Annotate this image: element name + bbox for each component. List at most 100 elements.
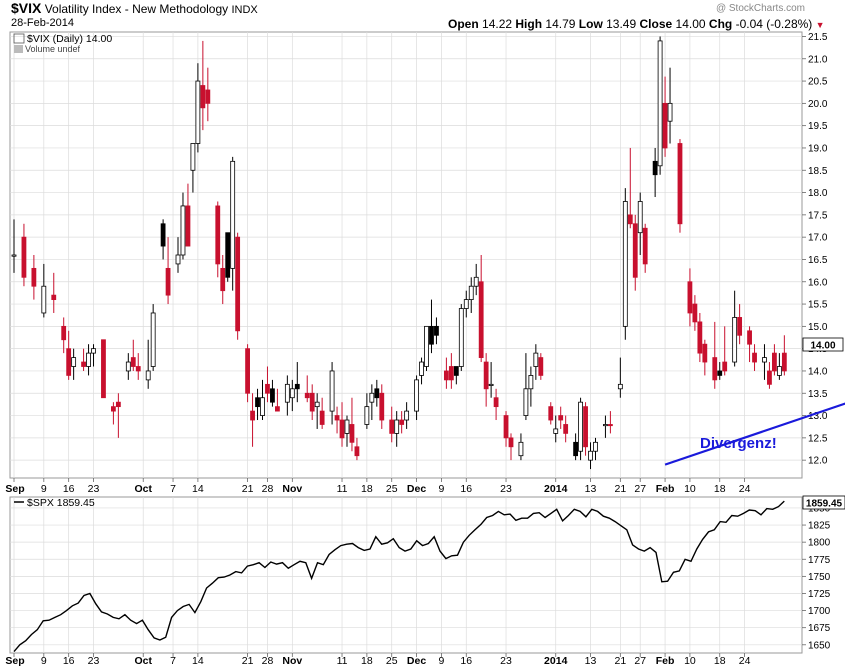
- quote-line: Open 14.22 High 14.79 Low 13.49 Close 14…: [448, 17, 825, 31]
- vix-y-tick-label: 12.0: [808, 456, 828, 467]
- vix-candle-body: [453, 366, 459, 376]
- vix-x-tick-label: 27: [634, 483, 646, 495]
- vix-y-tick-label: 18.5: [808, 166, 828, 177]
- chg-label: Chg: [708, 17, 733, 31]
- volume-legend-icon: [14, 45, 23, 53]
- vix-candle-body: [344, 419, 350, 434]
- vix-candle-body: [573, 441, 579, 457]
- vix-candle-body: [115, 401, 121, 408]
- vix-candle-body: [205, 89, 211, 104]
- spx-x-tick-label: 23: [500, 655, 512, 667]
- spx-x-tick-label: 24: [739, 655, 751, 667]
- vix-legend-text: $VIX (Daily) 14.00: [27, 33, 112, 45]
- spx-x-tick-label: 18: [361, 655, 373, 667]
- vix-candle-body: [637, 201, 643, 234]
- vix-y-tick-label: 17.0: [808, 233, 828, 244]
- vix-candle-body: [448, 366, 454, 381]
- spx-x-tick-label: 18: [714, 655, 726, 667]
- vix-candle-body: [86, 352, 91, 367]
- open-value: 14.22: [482, 17, 513, 31]
- vix-candle-body: [493, 397, 499, 408]
- spx-y-axis: 165016751700172517501775180018251850: [802, 503, 831, 651]
- vix-x-axis: Sep 9 16 23 Oct 7 14 21 28 Nov 11 18 25 Dec 9 16 23 2014 1…: [5, 478, 751, 495]
- vix-candle-body: [190, 143, 196, 171]
- vix-candle-body: [185, 205, 191, 247]
- vix-candle-body: [334, 415, 340, 421]
- vix-x-tick-label: 23: [500, 483, 512, 495]
- spx-x-tick-label: Sep: [5, 655, 24, 667]
- vix-candle-body: [617, 383, 623, 390]
- vix-x-tick-label: 14: [192, 483, 204, 495]
- vix-candle-body: [528, 375, 534, 390]
- vix-candle-body: [250, 410, 255, 421]
- vix-candle-body: [702, 343, 708, 363]
- vix-candle-body: [632, 223, 638, 278]
- vix-candle-body: [747, 330, 752, 345]
- vix-candle-body: [145, 370, 151, 381]
- down-arrow-icon: ▼: [815, 20, 825, 30]
- vix-candle-body: [265, 383, 270, 394]
- spx-x-tick-label: 14: [192, 655, 204, 667]
- vix-candle-body: [66, 348, 72, 376]
- spx-x-axis: Sep 9 16 23 Oct 7 14 21 28 Nov 11 18 25 Dec 9 16 23 2014 1…: [5, 653, 751, 667]
- vix-candle-body: [503, 415, 509, 439]
- vix-candle-body: [483, 361, 489, 390]
- vix-x-tick-label: 25: [386, 483, 398, 495]
- vix-y-tick-label: 15.0: [808, 322, 828, 333]
- vix-candle-body: [61, 325, 67, 341]
- spx-legend: $SPX 1859.45: [14, 497, 95, 509]
- vix-candle-body: [458, 308, 464, 367]
- vix-candle-body: [548, 406, 554, 421]
- vix-candle-body: [41, 285, 47, 314]
- vix-candle-body: [414, 379, 419, 412]
- vix-x-tick-label: Nov: [282, 483, 302, 495]
- vix-candle-body: [468, 285, 474, 301]
- spx-x-tick-label: 2014: [544, 655, 568, 667]
- vix-candle-body: [538, 357, 544, 376]
- vix-candle-body: [230, 160, 236, 269]
- divergence-trendline: [664, 402, 845, 466]
- divergence-annotation: Divergenz!: [700, 435, 777, 452]
- spx-y-tick-label: 1725: [808, 589, 831, 600]
- low-value: 13.49: [606, 17, 637, 31]
- vix-candle-body: [71, 357, 77, 367]
- vix-candle-body: [429, 325, 434, 345]
- vix-candle-body: [657, 40, 663, 167]
- exchange-name: INDX: [231, 4, 258, 16]
- vix-candle-body: [692, 303, 698, 323]
- chart-date: 28-Feb-2014: [11, 17, 74, 29]
- vix-x-tick-label: 23: [88, 483, 100, 495]
- spx-x-tick-label: Oct: [134, 655, 152, 667]
- spx-x-tick-label: 9: [41, 655, 47, 667]
- vix-candle-body: [329, 370, 335, 412]
- vix-candle-body: [135, 366, 141, 372]
- vix-candle-body: [434, 325, 439, 336]
- spx-x-tick-label: 21: [242, 655, 254, 667]
- vix-candle-body: [767, 370, 772, 385]
- vix-y-tick-label: 19.5: [808, 121, 828, 132]
- spx-x-tick-label: 23: [88, 655, 100, 667]
- vix-x-tick-label: 10: [684, 483, 696, 495]
- vix-candle-body: [354, 446, 360, 457]
- vix-candle-body: [160, 223, 166, 247]
- vix-candle-body: [364, 406, 370, 425]
- vix-candle-body: [289, 388, 295, 399]
- vix-candle-body: [101, 339, 106, 399]
- spx-x-tick-label: Dec: [407, 655, 426, 667]
- vix-candle-body: [563, 424, 569, 434]
- vix-candle-body: [339, 419, 345, 439]
- vix-candle-body: [712, 357, 718, 381]
- spx-price-line: [13, 500, 785, 653]
- vix-candle-body: [677, 143, 683, 225]
- vix-candle-body: [225, 232, 231, 278]
- spx-x-tick-label: 21: [614, 655, 626, 667]
- vix-candle-body: [314, 401, 320, 408]
- vix-candle-body: [125, 361, 131, 372]
- vix-candle-body: [255, 397, 260, 408]
- vix-candle-body: [130, 357, 136, 367]
- spx-panel: 165016751700172517501775180018251850 $SP…: [9, 495, 845, 654]
- vix-candle-body: [732, 317, 738, 363]
- vix-candle-body: [583, 406, 588, 448]
- vix-y-tick-label: 16.0: [808, 277, 828, 288]
